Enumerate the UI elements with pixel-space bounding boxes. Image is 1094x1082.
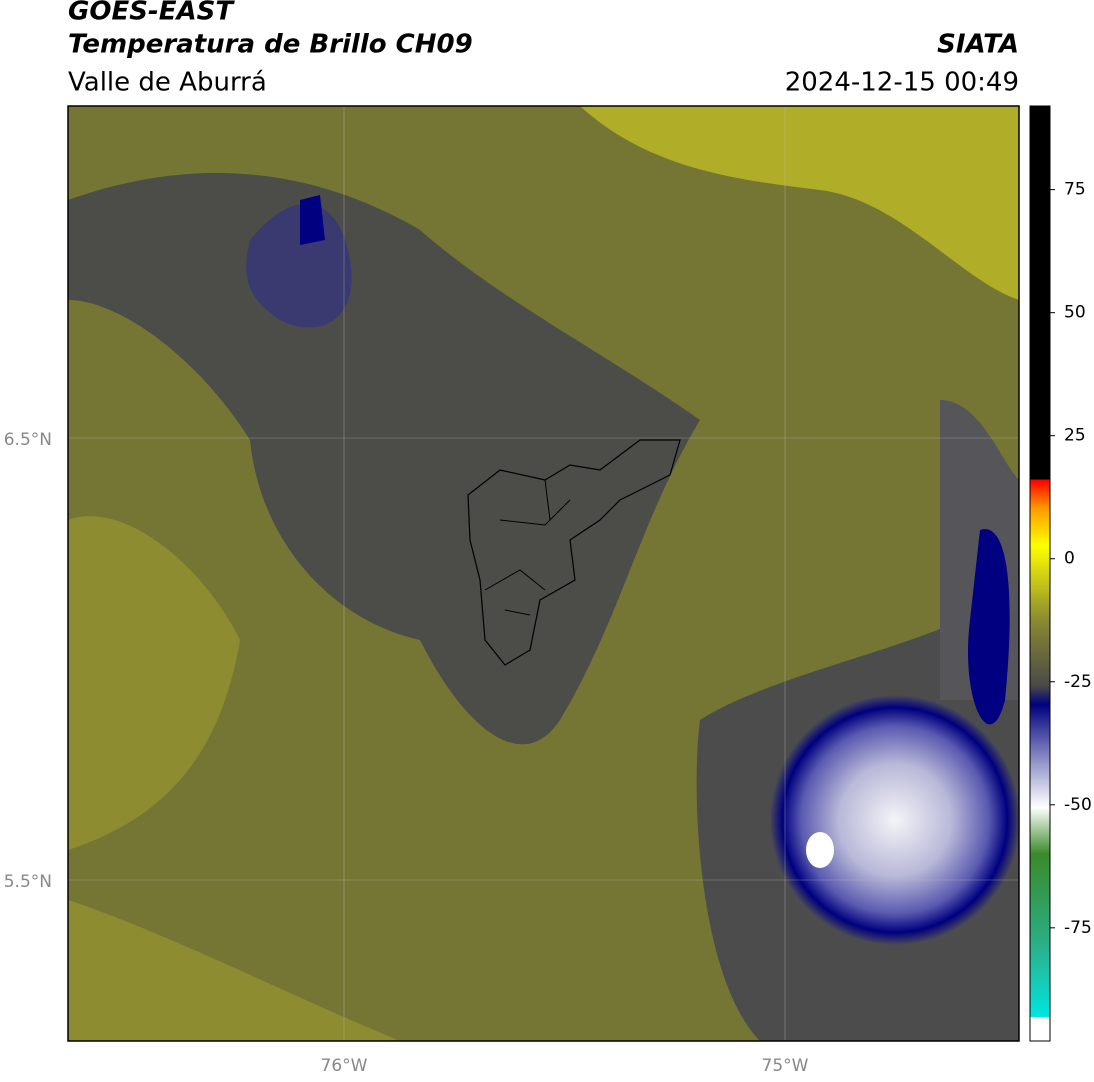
lat-label: 5.5°N bbox=[4, 872, 52, 892]
title: GOES-EAST bbox=[68, 0, 235, 27]
colorbar-tick-label: -75 bbox=[1064, 918, 1092, 938]
colorbar-tick-label: 0 bbox=[1064, 549, 1075, 569]
datetime: 2024-12-15 00:49 bbox=[785, 68, 1019, 98]
colorbar-ticks: 75 50 25 0 -25 -50 -75 bbox=[1050, 180, 1092, 938]
map bbox=[68, 106, 1019, 1041]
colorbar bbox=[1029, 105, 1051, 1042]
lon-label: 75°W bbox=[762, 1056, 809, 1076]
region: Valle de Aburrá bbox=[68, 68, 267, 98]
colorbar-tick-label: 75 bbox=[1064, 180, 1086, 200]
map-frame bbox=[67, 105, 1020, 1042]
source: SIATA bbox=[937, 30, 1019, 60]
colorbar-tick-label: -50 bbox=[1064, 795, 1092, 815]
lon-label: 76°W bbox=[321, 1056, 368, 1076]
lat-label: 6.5°N bbox=[4, 430, 52, 450]
colorbar-tick-label: -25 bbox=[1064, 672, 1092, 692]
colorbar-tick-label: 25 bbox=[1064, 426, 1086, 446]
subtitle: Temperatura de Brillo CH09 bbox=[68, 30, 473, 60]
colorbar-tick-label: 50 bbox=[1064, 303, 1086, 323]
